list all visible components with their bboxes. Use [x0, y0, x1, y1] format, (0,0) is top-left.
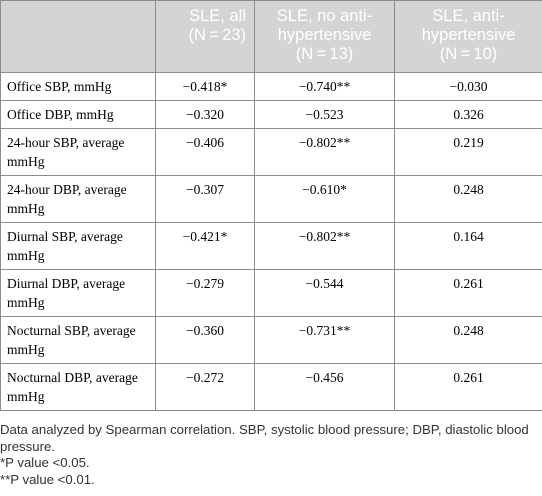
cell-sle-no-antihypertensive: −0.731**: [254, 316, 395, 364]
cell-sle-no-antihypertensive: −0.456: [254, 363, 395, 411]
header-line: SLE, all: [189, 7, 246, 25]
row-label: Diurnal SBP, average mmHg: [0, 222, 156, 270]
cell-sle-all: −0.272: [155, 363, 255, 411]
cell-sle-antihypertensive: 0.219: [394, 128, 542, 176]
footnote-method: Data analyzed by Spearman correlation. S…: [0, 422, 529, 454]
row-label: 24-hour DBP, average mmHg: [0, 175, 156, 223]
cell-sle-all: −0.406: [155, 128, 255, 176]
cell-sle-antihypertensive: 0.248: [394, 175, 542, 223]
cell-sle-no-antihypertensive: −0.523: [254, 100, 395, 129]
cell-sle-antihypertensive: −0.030: [394, 72, 542, 101]
header-line: SLE, no anti-: [276, 7, 373, 25]
row-label: 24-hour SBP, average mmHg: [0, 128, 156, 176]
cell-sle-no-antihypertensive: −0.544: [254, 269, 395, 317]
header-sle-all: SLE, all (N = 23): [155, 0, 255, 73]
table-row: Nocturnal SBP, average mmHg −0.360 −0.73…: [0, 316, 542, 364]
table-row: Office SBP, mmHg −0.418* −0.740** −0.030: [0, 72, 542, 101]
table-row: Office DBP, mmHg −0.320 −0.523 0.326: [0, 100, 542, 129]
header-line: hypertensive: [277, 26, 372, 44]
correlation-table-container: SLE, all (N = 23) SLE, no anti- hyperten…: [0, 0, 542, 411]
cell-sle-antihypertensive: 0.261: [394, 363, 542, 411]
row-label: Diurnal DBP, average mmHg: [0, 269, 156, 317]
header-line: hypertensive: [421, 26, 516, 44]
cell-sle-antihypertensive: 0.164: [394, 222, 542, 270]
table-row: Diurnal SBP, average mmHg −0.421* −0.802…: [0, 222, 542, 270]
header-line: (N = 23): [188, 26, 246, 44]
row-label: Nocturnal DBP, average mmHg: [0, 363, 156, 411]
header-line: (N = 13): [295, 45, 354, 63]
header-line: (N = 10): [439, 45, 498, 63]
header-row: SLE, all (N = 23) SLE, no anti- hyperten…: [0, 0, 542, 73]
row-label: Nocturnal SBP, average mmHg: [0, 316, 156, 364]
cell-sle-antihypertensive: 0.261: [394, 269, 542, 317]
table-row: Nocturnal DBP, average mmHg −0.272 −0.45…: [0, 363, 542, 411]
table-row: Diurnal DBP, average mmHg −0.279 −0.544 …: [0, 269, 542, 317]
cell-sle-all: −0.307: [155, 175, 255, 223]
cell-sle-all: −0.320: [155, 100, 255, 129]
cell-sle-no-antihypertensive: −0.740**: [254, 72, 395, 101]
cell-sle-all: −0.360: [155, 316, 255, 364]
row-label: Office SBP, mmHg: [0, 72, 156, 101]
table-footnotes: Data analyzed by Spearman correlation. S…: [0, 422, 542, 488]
cell-sle-antihypertensive: 0.326: [394, 100, 542, 129]
header-empty: [0, 0, 156, 73]
row-label: Office DBP, mmHg: [0, 100, 156, 129]
cell-sle-all: −0.279: [155, 269, 255, 317]
header-sle-antihypertensive: SLE, anti- hypertensive (N = 10): [394, 0, 542, 73]
cell-sle-no-antihypertensive: −0.610*: [254, 175, 395, 223]
cell-sle-antihypertensive: 0.248: [394, 316, 542, 364]
cell-sle-all: −0.418*: [155, 72, 255, 101]
correlation-table: SLE, all (N = 23) SLE, no anti- hyperten…: [0, 0, 542, 411]
cell-sle-all: −0.421*: [155, 222, 255, 270]
table-row: 24-hour SBP, average mmHg −0.406 −0.802*…: [0, 128, 542, 176]
header-sle-no-antihypertensive: SLE, no anti- hypertensive (N = 13): [254, 0, 395, 73]
cell-sle-no-antihypertensive: −0.802**: [254, 128, 395, 176]
footnote-p01: **P value <0.01.: [0, 471, 95, 487]
cell-sle-no-antihypertensive: −0.802**: [254, 222, 395, 270]
table-row: 24-hour DBP, average mmHg −0.307 −0.610*…: [0, 175, 542, 223]
header-line: SLE, anti-: [432, 7, 505, 25]
footnote-p05: *P value <0.05.: [0, 455, 90, 470]
